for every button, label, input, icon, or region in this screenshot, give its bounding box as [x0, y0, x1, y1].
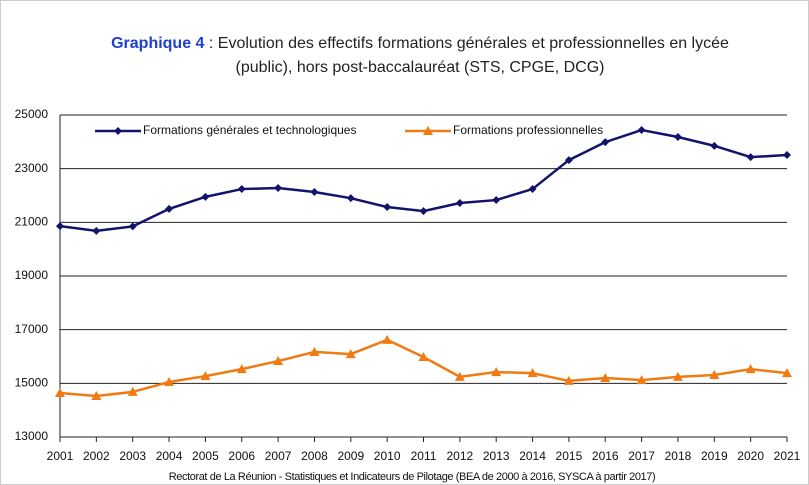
x-tick-label: 2013	[483, 449, 510, 463]
x-tick-label: 2018	[665, 449, 692, 463]
marker	[91, 390, 102, 400]
marker	[92, 226, 101, 235]
x-tick-label: 2002	[83, 449, 110, 463]
y-tick-label: 25000	[15, 107, 49, 121]
x-tick-label: 2007	[265, 449, 292, 463]
marker	[200, 371, 211, 381]
marker	[710, 141, 719, 150]
chart-title: : Evolution des effectifs formations gén…	[208, 35, 729, 76]
marker	[418, 352, 429, 362]
source-note: Rectorat de La Réunion - Statistiques et…	[169, 471, 656, 483]
x-tick-label: 2019	[701, 449, 728, 463]
y-tick-label: 15000	[15, 376, 49, 390]
y-tick-label: 17000	[15, 322, 49, 336]
legend-label: Formations générales et technologiques	[143, 123, 356, 137]
x-tick-label: 2005	[192, 449, 219, 463]
marker	[309, 346, 320, 356]
marker	[310, 188, 319, 197]
marker	[636, 375, 647, 385]
x-tick-label: 2011	[411, 449, 437, 463]
legend-label: Formations professionnelles	[453, 123, 603, 137]
x-tick-label: 2004	[156, 449, 183, 463]
x-tick-label: 2010	[374, 449, 401, 463]
marker	[455, 199, 464, 208]
chart-title-label: Graphique 4	[111, 35, 205, 52]
x-tick-label: 2006	[228, 449, 255, 463]
legend-marker	[423, 126, 433, 135]
marker	[127, 386, 138, 396]
x-tick-label: 2001	[47, 449, 74, 463]
y-tick-label: 23000	[15, 161, 49, 175]
marker	[746, 153, 755, 162]
marker	[527, 368, 538, 378]
y-tick-label: 21000	[15, 215, 49, 229]
marker	[492, 196, 501, 205]
marker	[601, 138, 610, 147]
marker	[709, 370, 720, 380]
marker	[637, 126, 646, 135]
marker	[600, 372, 611, 382]
x-tick-label: 2003	[119, 449, 146, 463]
marker	[165, 204, 174, 213]
marker	[56, 222, 64, 231]
marker	[419, 207, 428, 216]
x-tick-label: 2014	[519, 449, 546, 463]
series-line	[59, 338, 788, 398]
y-tick-label: 13000	[15, 429, 49, 443]
marker	[128, 222, 137, 231]
x-tick-label: 2012	[446, 449, 473, 463]
marker	[201, 192, 210, 201]
marker	[55, 387, 65, 397]
marker	[672, 371, 683, 381]
marker	[274, 183, 283, 192]
marker	[745, 364, 756, 374]
marker	[273, 356, 284, 366]
marker	[491, 367, 502, 377]
marker	[164, 376, 175, 386]
chart-title-block: Graphique 4 : Evolution des effectifs fo…	[100, 32, 740, 80]
marker	[563, 375, 574, 385]
x-tick-label: 2017	[628, 449, 655, 463]
x-tick-label: 2015	[556, 449, 583, 463]
marker	[237, 185, 246, 194]
marker	[454, 371, 465, 381]
x-tick-label: 2009	[337, 449, 364, 463]
marker	[564, 156, 573, 165]
x-tick-label: 2008	[301, 449, 328, 463]
marker	[383, 203, 392, 212]
marker	[673, 133, 682, 142]
marker	[382, 334, 393, 344]
marker	[782, 368, 792, 378]
x-tick-label: 2016	[592, 449, 619, 463]
x-tick-label: 2021	[774, 449, 801, 463]
x-tick-label: 2020	[737, 449, 764, 463]
marker	[528, 185, 537, 194]
marker	[236, 364, 247, 374]
marker	[783, 150, 791, 159]
y-tick-label: 19000	[15, 268, 49, 282]
marker	[345, 349, 356, 359]
marker	[346, 194, 355, 203]
series-line	[59, 128, 788, 233]
legend-marker	[114, 127, 122, 135]
